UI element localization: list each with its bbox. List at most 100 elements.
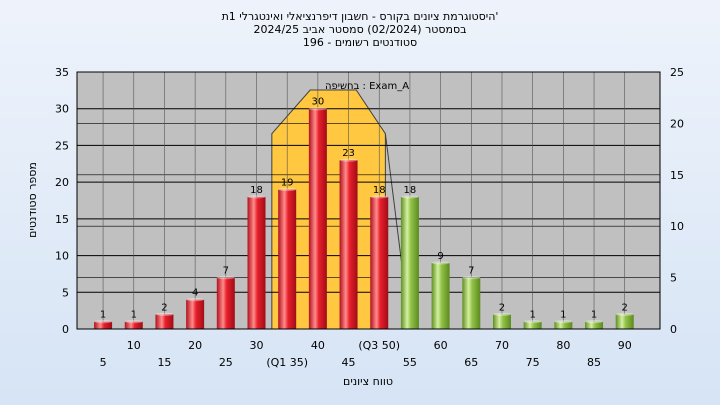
- value-label: 7: [223, 266, 229, 277]
- x-tick-label: 20: [188, 339, 202, 352]
- x-tick-label: 25: [219, 356, 233, 369]
- plot-border: [76, 71, 661, 330]
- x-tick-label: 90: [618, 339, 632, 352]
- y-tick-label: 5: [62, 286, 69, 299]
- x-tick-label: 80: [556, 339, 570, 352]
- bar-top-(Q1 35): [278, 187, 297, 192]
- x-tick-label: 5: [100, 356, 107, 369]
- x-tick-label: (Q3 50): [358, 339, 400, 352]
- bar-top-5: [94, 320, 113, 324]
- bars: [94, 107, 634, 329]
- y2-tick-label: 25: [670, 66, 684, 79]
- bar-70: [492, 314, 511, 329]
- bar-top-25: [216, 276, 235, 280]
- y2-tick-label: 15: [670, 169, 684, 182]
- x-tick-label: 65: [464, 356, 478, 369]
- value-labels: 1 1 2 4 7 18 19 30 23 18 18 9 7 2 1 1 1 2: [100, 97, 628, 321]
- value-label: 18: [373, 185, 386, 196]
- x-tick-label: 85: [587, 356, 601, 369]
- y-tick-label: 20: [55, 176, 69, 189]
- bar-top-10: [124, 320, 143, 324]
- value-label: 4: [192, 288, 198, 299]
- bar-(Q1 35): [278, 189, 297, 329]
- bar-top-20: [186, 298, 205, 302]
- bar-top-65: [462, 276, 481, 280]
- bar-65: [462, 277, 481, 329]
- x-tick-label: 30: [250, 339, 264, 352]
- bar-85: [585, 321, 604, 329]
- value-label: 1: [131, 310, 137, 321]
- bar-75: [523, 321, 542, 329]
- x-tick-label: 75: [526, 356, 540, 369]
- x-tick-label: 45: [342, 356, 356, 369]
- y2-tick-label: 10: [670, 220, 684, 233]
- bar-45: [339, 160, 358, 329]
- bar-top-40: [308, 107, 327, 111]
- bar-55: [400, 196, 419, 329]
- x-tick-label: 10: [127, 339, 141, 352]
- x-tick-label: (Q1 35): [266, 356, 308, 369]
- bar-top-15: [155, 312, 174, 316]
- y-tick-label: 10: [55, 250, 69, 263]
- value-label: 18: [250, 185, 263, 196]
- value-label: 9: [437, 251, 443, 262]
- bar-top-90: [615, 312, 634, 316]
- bar-top-(Q3 50): [370, 195, 389, 199]
- x-axis-label: טווח ציונים: [343, 375, 393, 388]
- value-label: 23: [342, 148, 355, 159]
- y-axis-label: מספר סטודנטים: [26, 162, 39, 238]
- bar-15: [155, 314, 174, 329]
- chart-title-line-2: בסמסטר (02/2024) סמסטר אביב 2024/25: [253, 23, 466, 36]
- chart-title: היסטוגרמת ציונים בקורס - חשבון דיפרנציאל…: [222, 10, 499, 49]
- bar-top-45: [339, 158, 358, 162]
- bar-top-30: [247, 195, 266, 199]
- value-label: 30: [312, 97, 325, 108]
- bar-top-55: [400, 195, 419, 199]
- y-tick-label: 35: [55, 66, 69, 79]
- bar-30: [247, 196, 266, 329]
- bar-25: [216, 277, 235, 329]
- value-label: 19: [281, 177, 294, 188]
- y2-axis-ticks: 0 5 10 15 20 25: [670, 66, 684, 336]
- y-tick-label: 15: [55, 213, 69, 226]
- bar-(Q3 50): [370, 196, 389, 329]
- bar-top-60: [431, 261, 450, 265]
- x-tick-label: 15: [157, 356, 171, 369]
- bar-10: [124, 321, 143, 329]
- x-axis-ticks: 5 10 15 20 25 30(Q1 35)40 45(Q3 50)55 60 65 70 75 8…: [100, 339, 632, 369]
- bar-top-85: [585, 320, 604, 324]
- bar-80: [554, 321, 573, 329]
- bar-20: [186, 299, 205, 329]
- value-label: 1: [100, 310, 106, 321]
- bar-5: [94, 321, 113, 329]
- annotation-label: בחשיפה : Exam_A: [325, 81, 409, 92]
- bar-40: [308, 108, 327, 329]
- y-axis-ticks: 0 5 10 15 20 25 30 35: [55, 66, 69, 336]
- x-tick-label: 55: [403, 356, 417, 369]
- value-label: 1: [591, 310, 597, 321]
- value-label: 1: [560, 310, 566, 321]
- chart-title-line-1: היסטוגרמת ציונים בקורס - חשבון דיפרנציאל…: [222, 10, 499, 23]
- value-label: 7: [468, 266, 474, 277]
- value-label: 2: [161, 302, 167, 313]
- y2-tick-label: 0: [670, 323, 677, 336]
- y-tick-label: 30: [55, 103, 69, 116]
- y-tick-label: 25: [55, 139, 69, 152]
- bar-top-75: [523, 320, 542, 324]
- y-tick-label: 0: [62, 323, 69, 336]
- bar-top-80: [554, 320, 573, 324]
- y2-tick-label: 20: [670, 117, 684, 130]
- y2-tick-label: 5: [670, 272, 677, 285]
- x-tick-label: 60: [434, 339, 448, 352]
- chart-title-line-3: סטודנטים רשומים - 196: [303, 36, 417, 49]
- bar-90: [615, 314, 634, 329]
- bar-top-70: [492, 312, 511, 316]
- value-label: 18: [404, 185, 417, 196]
- value-label: 2: [499, 302, 505, 313]
- value-label: 1: [529, 310, 535, 321]
- value-label: 2: [622, 302, 628, 313]
- x-tick-label: 70: [495, 339, 509, 352]
- bar-60: [431, 262, 450, 329]
- x-tick-label: 40: [311, 339, 325, 352]
